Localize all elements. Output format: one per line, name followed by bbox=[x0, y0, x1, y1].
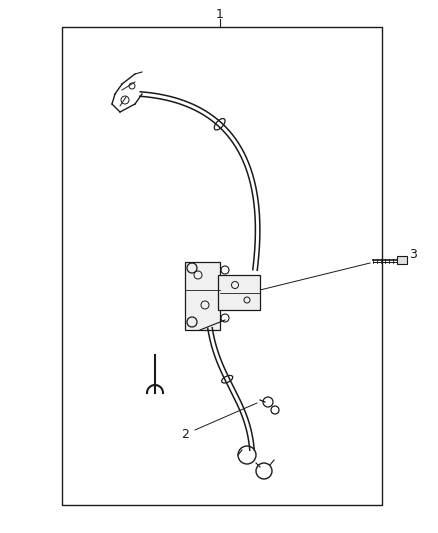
Bar bbox=[62, 27, 382, 505]
Text: 3: 3 bbox=[409, 248, 417, 262]
FancyBboxPatch shape bbox=[397, 256, 407, 264]
Text: 1: 1 bbox=[216, 7, 224, 20]
Text: 2: 2 bbox=[181, 429, 189, 441]
Bar bbox=[185, 262, 220, 330]
Bar bbox=[218, 275, 260, 310]
